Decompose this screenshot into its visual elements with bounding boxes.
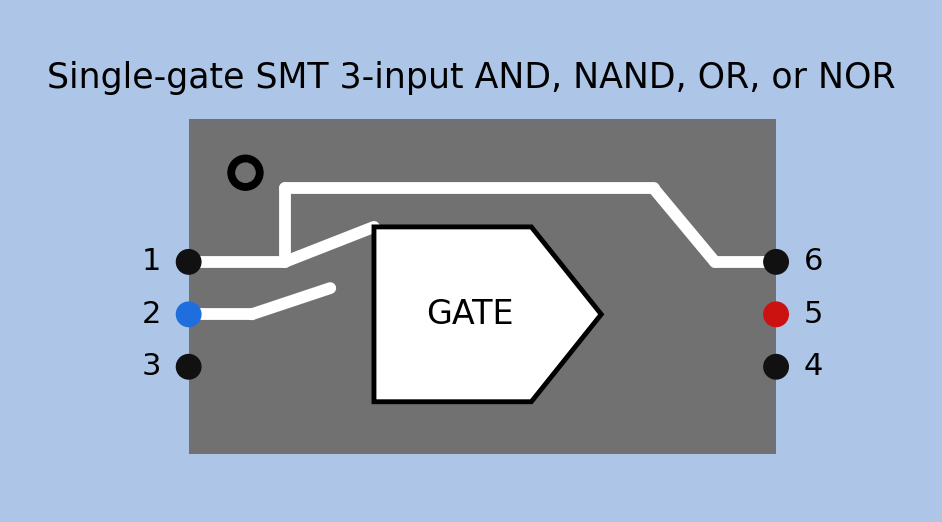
- Text: Single-gate SMT 3-input AND, NAND, OR, or NOR: Single-gate SMT 3-input AND, NAND, OR, o…: [47, 61, 895, 96]
- Text: 1: 1: [141, 247, 161, 276]
- Bar: [188, 118, 776, 454]
- Circle shape: [764, 354, 788, 379]
- Text: 6: 6: [804, 247, 823, 276]
- Text: 5: 5: [804, 300, 823, 329]
- Text: GATE: GATE: [427, 298, 514, 331]
- Circle shape: [176, 302, 201, 327]
- Circle shape: [764, 250, 788, 274]
- Circle shape: [764, 302, 788, 327]
- Circle shape: [176, 354, 201, 379]
- Circle shape: [236, 163, 255, 182]
- Text: 4: 4: [804, 352, 823, 381]
- Text: 3: 3: [141, 352, 161, 381]
- Text: 2: 2: [141, 300, 161, 329]
- Circle shape: [228, 155, 263, 190]
- Polygon shape: [374, 227, 601, 402]
- Circle shape: [176, 250, 201, 274]
